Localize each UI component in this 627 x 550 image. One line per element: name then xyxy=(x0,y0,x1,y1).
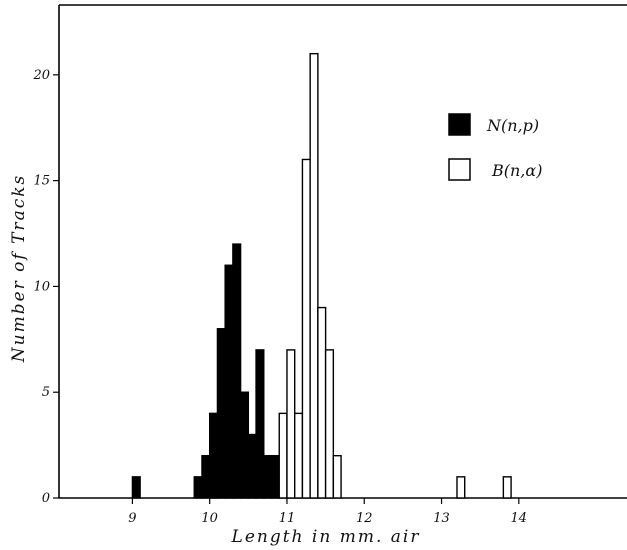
x-tick-label-9: 9 xyxy=(128,511,136,526)
axis-ticks: 9 10 11 12 13 14 0 5 10 15 20 xyxy=(32,68,527,526)
legend: N(n,p) B(n,α) xyxy=(448,113,542,181)
x-tick-label-14: 14 xyxy=(511,511,528,526)
legend-label-b-nalpha: B(n,α) xyxy=(491,161,542,180)
bar-n-np-10 xyxy=(208,412,219,499)
bar-n-np-9_8 xyxy=(193,476,203,499)
y-tick-label-5: 5 xyxy=(42,385,50,400)
bar-n-np-9_9 xyxy=(201,454,211,499)
y-tick-label-0: 0 xyxy=(42,491,50,506)
bar-b-nalpha-13_8 xyxy=(502,476,512,499)
y-tick-label-15: 15 xyxy=(33,174,50,189)
bar-n-np-10_5 xyxy=(247,433,257,499)
y-tick-label-20: 20 xyxy=(32,68,50,83)
bar-n-np-10_7 xyxy=(263,454,273,499)
x-tick-label-12: 12 xyxy=(356,511,373,526)
bar-n-np-10_2 xyxy=(224,264,234,499)
x-tick-label-10: 10 xyxy=(201,511,218,526)
legend-swatch-open xyxy=(448,158,471,181)
bar-n-np-10_8 xyxy=(270,454,280,499)
histogram-bars xyxy=(131,52,512,499)
x-axis-title: Length in mm. air xyxy=(231,527,421,547)
bar-n-np-9 xyxy=(131,476,141,499)
bar-n-np-10_4 xyxy=(239,391,250,499)
bar-n-np-10_1 xyxy=(216,328,226,499)
bar-b-nalpha-11_1 xyxy=(294,412,304,499)
legend-swatch-filled xyxy=(448,113,471,136)
legend-label-n-np: N(n,p) xyxy=(486,116,539,135)
plot-frame xyxy=(58,4,627,499)
bar-n-np-10_6 xyxy=(255,349,265,499)
y-axis-title: Number of Tracks xyxy=(9,174,29,364)
x-tick-label-13: 13 xyxy=(433,511,450,526)
bar-b-nalpha-13_2 xyxy=(456,476,466,499)
bar-b-nalpha-11 xyxy=(286,349,296,499)
bar-b-nalpha-11_2 xyxy=(301,158,311,499)
y-tick-label-10: 10 xyxy=(33,279,50,294)
bar-b-nalpha-10_9 xyxy=(278,412,288,499)
bar-b-nalpha-11_3 xyxy=(309,52,319,499)
bar-b-nalpha-11_5 xyxy=(324,349,335,499)
x-tick-label-11: 11 xyxy=(279,511,296,526)
bar-b-nalpha-11_6 xyxy=(332,454,342,499)
bar-n-np-10_3 xyxy=(232,243,242,499)
bar-b-nalpha-11_4 xyxy=(317,306,327,499)
